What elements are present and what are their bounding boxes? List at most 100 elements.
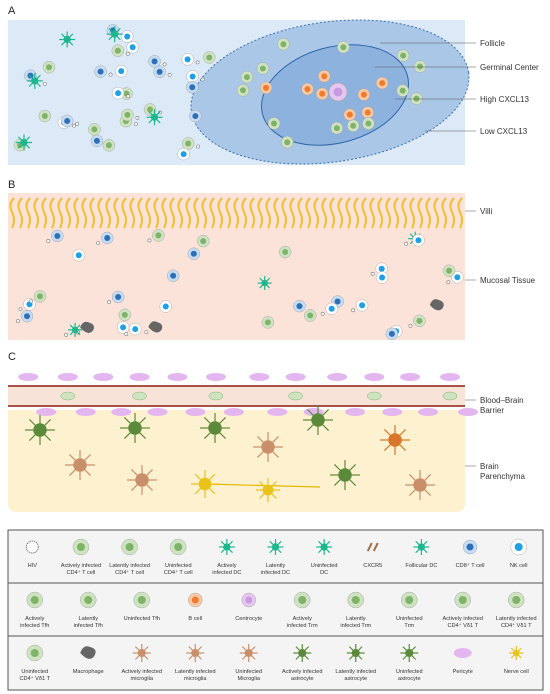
label-line: microglia: [184, 676, 207, 682]
villus: [257, 197, 263, 229]
legend-label: Macrophage: [73, 669, 104, 675]
cell: [191, 648, 200, 658]
nucleus: [137, 596, 146, 604]
virion: [135, 116, 140, 120]
legend-label: Follicular DC: [405, 563, 437, 569]
nucleus: [104, 234, 111, 241]
legend-label: Actively infected astrocyte: [282, 669, 322, 682]
nucleus: [298, 596, 307, 604]
nucleus: [155, 232, 162, 239]
villus: [353, 197, 359, 229]
cell: [150, 113, 159, 121]
virion: [75, 122, 80, 126]
pericyte: [111, 408, 132, 416]
cell: [31, 77, 39, 85]
pericyte: [285, 373, 306, 381]
villus: [425, 197, 431, 229]
label-line: Uninfected: [21, 669, 48, 675]
cell: [413, 478, 427, 492]
villus: [153, 197, 159, 229]
cell: [63, 35, 71, 44]
nucleus: [379, 274, 386, 281]
label-line: Latently infected: [175, 669, 216, 675]
label-line: Nerve cell: [504, 669, 529, 675]
label-line: CD4⁺ Vδ1 T: [447, 622, 478, 629]
label-line: Actively infected: [61, 563, 101, 569]
legend-label: Uninfected Trm: [396, 616, 423, 629]
villus: [105, 197, 111, 229]
nucleus: [184, 56, 191, 63]
villus: [241, 197, 247, 229]
nucleus: [321, 73, 328, 80]
endothelial: [208, 391, 224, 401]
pericyte: [267, 408, 288, 416]
nucleus: [200, 238, 207, 245]
nucleus: [333, 87, 343, 97]
label-line: High CXCL13: [480, 95, 529, 104]
panel-label: High CXCL13: [480, 95, 529, 104]
label-line: astrocyte: [344, 676, 367, 682]
label-line: Uninfected: [396, 669, 423, 675]
legend-label: Uninfected CD4⁺ Vδ1 T: [19, 669, 50, 682]
villus: [273, 197, 279, 229]
cell: [338, 468, 352, 482]
villus: [145, 197, 151, 229]
label-line: CD4⁺ Vδ1 T: [19, 675, 50, 682]
villus: [417, 197, 423, 229]
villus: [17, 197, 23, 229]
legend-label: Pericyte: [453, 669, 473, 675]
label-line: CXCR5: [363, 563, 382, 569]
nucleus: [105, 142, 112, 149]
nucleus: [129, 44, 136, 51]
villus: [305, 197, 311, 229]
label-line: Uninfected: [311, 563, 338, 569]
villus: [33, 197, 39, 229]
nucleus: [413, 95, 420, 102]
panel-letter: B: [8, 179, 15, 191]
villus: [289, 197, 295, 229]
label-line: infected Trm: [287, 623, 318, 629]
villus: [129, 197, 135, 229]
label-line: Actively: [217, 563, 236, 569]
pericyte: [345, 408, 366, 416]
pericyte: [327, 373, 348, 381]
nucleus: [282, 249, 289, 256]
nucleus: [30, 649, 39, 657]
villus: [449, 197, 455, 229]
label-line: astrocyte: [398, 676, 421, 682]
label-line: Actively: [25, 616, 44, 622]
label-line: infected Tfh: [20, 623, 49, 629]
label-line: Actively infected: [282, 669, 322, 675]
virion: [72, 123, 76, 128]
virion: [29, 299, 33, 304]
cell: [271, 543, 280, 551]
nucleus: [30, 596, 39, 604]
macrophage: [148, 321, 163, 333]
cell: [223, 543, 231, 551]
nucleus: [124, 33, 131, 40]
endothelial: [60, 391, 76, 401]
nucleus: [54, 232, 61, 239]
virion: [196, 144, 201, 149]
virion: [446, 280, 451, 285]
villus: [217, 197, 223, 229]
label-line: Microglia: [238, 676, 261, 682]
nucleus: [206, 54, 213, 61]
nucleus: [296, 303, 303, 310]
label-line: CD4⁺ T cell: [67, 569, 96, 576]
macrophage: [80, 321, 94, 333]
label-line: Latently: [346, 616, 366, 622]
label-line: Latently infected: [109, 563, 150, 569]
pericyte: [458, 408, 479, 416]
panel-label: Brain Parenchyma: [480, 462, 525, 481]
cell: [20, 138, 28, 147]
villus: [113, 197, 119, 229]
label-line: astrocyte: [291, 676, 314, 682]
nucleus: [41, 112, 48, 119]
cell: [33, 423, 47, 437]
virion: [126, 94, 130, 99]
label-line: NK cell: [510, 563, 528, 569]
virion: [64, 332, 69, 337]
nucleus: [180, 151, 187, 158]
